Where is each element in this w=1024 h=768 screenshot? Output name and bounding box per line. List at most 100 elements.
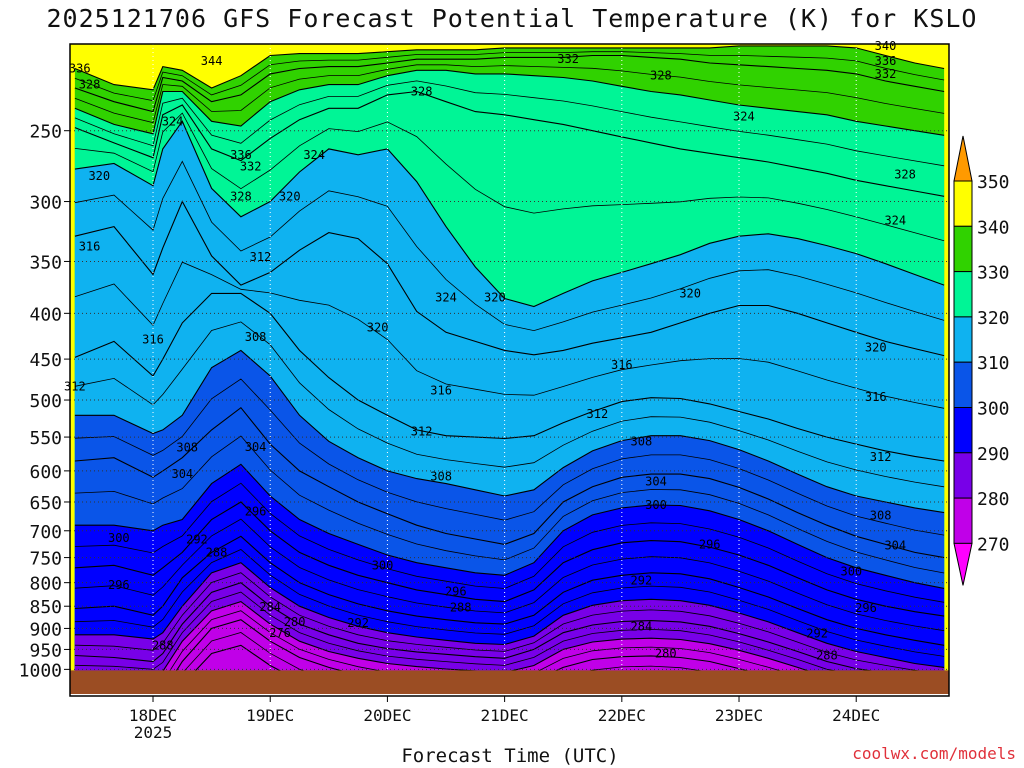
contour-line-320 <box>74 120 945 308</box>
y-tick-label: 550 <box>29 428 62 449</box>
credit-link[interactable]: coolwx.com/models <box>852 744 1016 763</box>
x-axis-label: Forecast Time (UTC) <box>401 745 619 767</box>
y-tick-label: 450 <box>29 350 62 371</box>
y-tick-label: 950 <box>29 640 62 661</box>
contour-line-316 <box>74 200 945 357</box>
contour-label: 328 <box>650 69 672 83</box>
contour-label: 308 <box>870 508 892 522</box>
y-tick-label: 850 <box>29 597 62 618</box>
contour-label: 300 <box>108 531 130 545</box>
y-tick-label: 700 <box>29 522 62 543</box>
colorbar-tick-label: 340 <box>977 217 1010 238</box>
contour-label: 288 <box>450 601 472 615</box>
plot-frame <box>69 43 950 697</box>
x-tick-label: 24DEC <box>832 706 880 725</box>
y-tick-label: 500 <box>29 391 62 412</box>
colorbar-segment <box>953 361 973 409</box>
contour-label: 312 <box>64 380 86 394</box>
colorbar-tick-label: 290 <box>977 444 1010 465</box>
contour-line-290 <box>74 549 945 657</box>
y-tick-label: 300 <box>29 193 62 214</box>
contour-label: 336 <box>230 148 252 162</box>
colorbar-tick-label: 300 <box>977 399 1010 420</box>
contour-label: 288 <box>816 649 838 663</box>
colorbar-segment <box>953 497 973 544</box>
contour-line-332 <box>74 54 945 113</box>
contour-label: 316 <box>611 358 633 372</box>
contour-label: 308 <box>430 470 452 484</box>
y-tick-label: 250 <box>29 122 62 143</box>
contour-line-330 <box>74 64 945 124</box>
contour-label: 308 <box>631 434 653 448</box>
contour-label: 284 <box>259 600 281 614</box>
contour-label: 292 <box>347 616 369 630</box>
contour-label: 328 <box>230 189 252 203</box>
contour-label: 336 <box>69 61 91 75</box>
y-tick-label: 1000 <box>19 660 62 681</box>
contour-line-328 <box>74 69 945 136</box>
contour-line-310 <box>74 321 945 488</box>
contour-label: 292 <box>806 627 828 641</box>
contour-line-312 <box>74 292 945 462</box>
contour-label: 296 <box>245 504 267 518</box>
contour-label: 344 <box>201 54 223 68</box>
colorbar-segment <box>953 407 973 454</box>
contour-label: 312 <box>411 424 433 438</box>
contour-line-276 <box>173 619 762 674</box>
ground-layer <box>70 670 949 694</box>
contour-label: 304 <box>884 538 906 552</box>
contour-label: 296 <box>855 601 877 615</box>
x-tick-label: 21DEC <box>481 706 529 725</box>
colorbar-segment <box>953 316 973 363</box>
contour-label: 332 <box>240 159 262 173</box>
contour-line-274 <box>181 632 719 674</box>
x-tick-label: 20DEC <box>363 706 411 725</box>
contour-label: 288 <box>152 638 174 652</box>
contour-label: 316 <box>79 240 101 254</box>
y-tick-label: 900 <box>29 619 62 640</box>
colorbar-segment <box>953 452 973 499</box>
contour-label: 304 <box>645 475 667 489</box>
contour-line-324 <box>74 90 945 197</box>
contour-line-326 <box>74 80 945 167</box>
contour-line-314 <box>74 261 945 409</box>
contour-label: 296 <box>108 578 130 592</box>
contour-label: 300 <box>840 564 862 578</box>
contour-label: 324 <box>733 109 755 123</box>
contour-line-302 <box>74 435 945 574</box>
grid-lines <box>70 44 949 674</box>
contour-fills <box>74 45 945 674</box>
contour-label: 304 <box>171 467 193 481</box>
contour-label: 328 <box>411 84 433 98</box>
colorbar-arrow-top <box>953 135 973 182</box>
y-axis: 2503003504004505005506006507007508008509… <box>19 122 70 681</box>
contour-label: 316 <box>865 390 887 404</box>
contour-line-284 <box>74 582 896 674</box>
contour-label: 312 <box>870 450 892 464</box>
contour-label: 300 <box>645 498 667 512</box>
contour-label: 340 <box>875 39 897 53</box>
contour-label: 328 <box>894 168 916 182</box>
colorbar-tick-label: 330 <box>977 263 1010 284</box>
colorbar-tick-label: 310 <box>977 353 1010 374</box>
contour-label: 284 <box>631 619 653 633</box>
ground-fill <box>70 670 949 694</box>
x-tick-label: 22DEC <box>598 706 646 725</box>
contour-label: 280 <box>284 615 306 629</box>
contour-label: 320 <box>865 341 887 355</box>
chart-title: 2025121706 GFS Forecast Potential Temper… <box>46 4 978 33</box>
contour-label: 320 <box>88 169 110 183</box>
contour-label: 336 <box>875 54 897 68</box>
contour-label: 276 <box>269 626 291 640</box>
contour-label: 292 <box>631 574 653 588</box>
contour-line-278 <box>167 610 793 674</box>
y-tick-label: 350 <box>29 252 62 273</box>
contour-label: 316 <box>142 333 164 347</box>
contour-label: 320 <box>367 321 389 335</box>
contour-label: 288 <box>206 545 228 559</box>
contour-line-336 <box>74 45 945 91</box>
contour-line-282 <box>74 591 855 674</box>
contour-label: 320 <box>484 290 506 304</box>
contour-band-276 <box>174 619 760 674</box>
